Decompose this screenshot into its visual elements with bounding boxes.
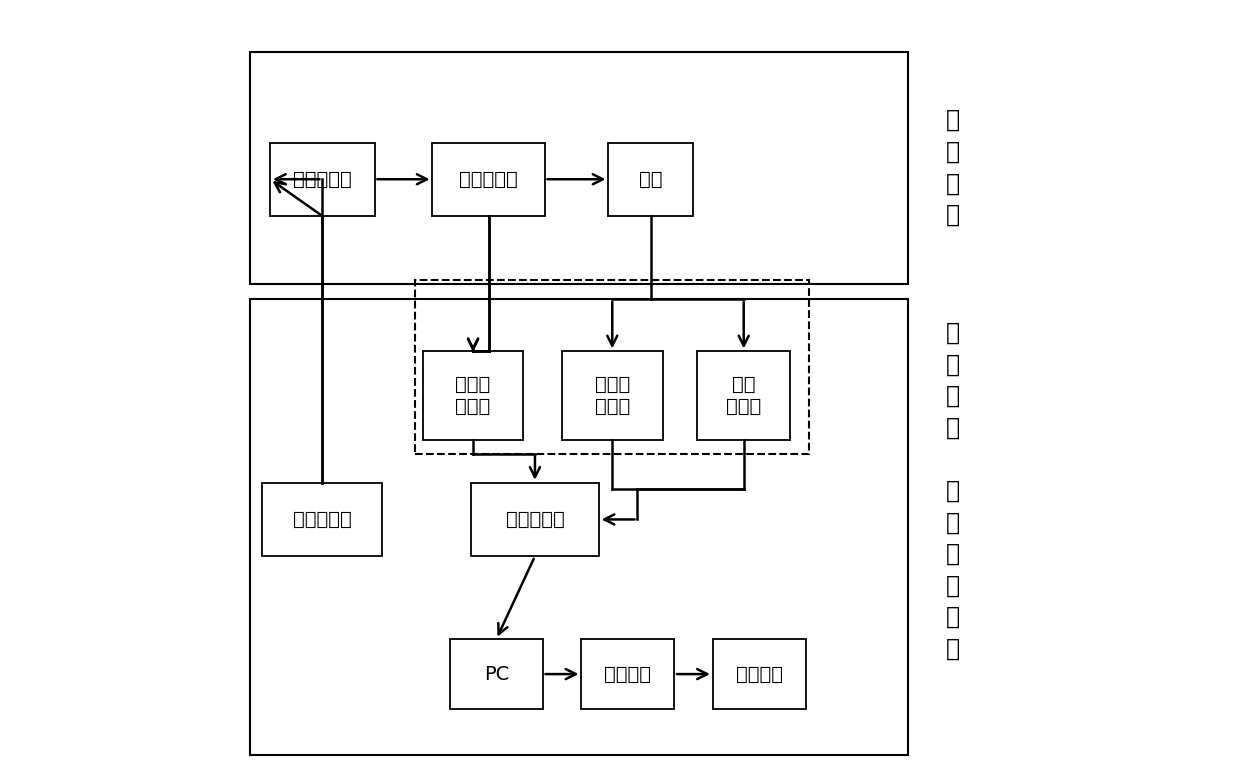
Bar [562,352,662,440]
Text: 测
试
系
统: 测 试 系 统 [945,320,960,440]
Bar [250,52,908,283]
Bar [697,352,790,440]
Bar [471,483,599,556]
Text: 数据采集器: 数据采集器 [506,510,564,529]
Text: 功率放大器: 功率放大器 [293,170,352,189]
Text: 加速度
传感器: 加速度 传感器 [595,376,630,416]
Bar [415,280,810,454]
Text: 主轴: 主轴 [639,170,662,189]
Text: 压电力
传感器: 压电力 传感器 [455,376,491,416]
Text: 加
载
系
统: 加 载 系 统 [945,108,960,227]
Bar [609,143,693,216]
Bar [713,639,806,709]
Bar [433,143,544,216]
Bar [270,143,374,216]
Bar [450,639,543,709]
Bar [250,299,908,755]
Bar [582,639,675,709]
Text: 信号发生器: 信号发生器 [293,510,352,529]
Text: 频响计算: 频响计算 [735,664,782,684]
Bar [423,352,523,440]
Text: 信
号
分
析
系
统: 信 号 分 析 系 统 [945,479,960,660]
Text: 压电作动器: 压电作动器 [459,170,518,189]
Text: 误差分离: 误差分离 [604,664,651,684]
Bar [263,483,382,556]
Text: PC: PC [484,664,508,684]
Text: 位移
传感器: 位移 传感器 [727,376,761,416]
